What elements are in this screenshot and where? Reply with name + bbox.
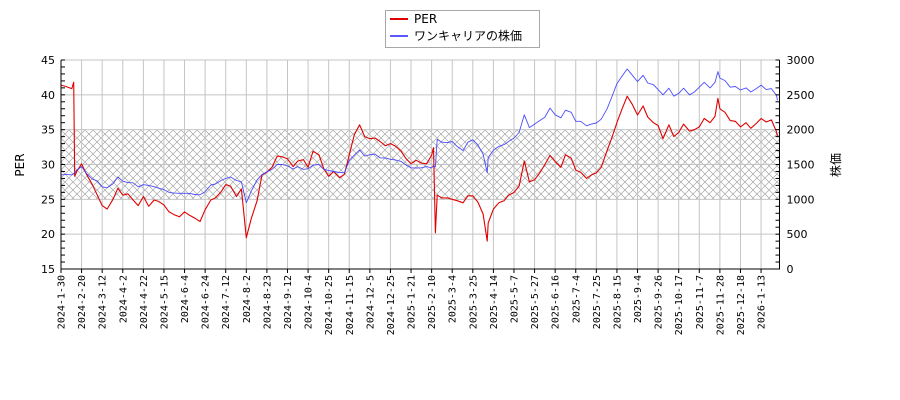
x-tick-label: 2025-8-15 bbox=[612, 275, 623, 329]
x-tick-label: 2025-6-16 bbox=[551, 275, 562, 329]
y-left-tick-label: 45 bbox=[41, 54, 55, 67]
legend-label-stock-price: ワンキャリアの株価 bbox=[414, 29, 523, 43]
legend-label-per: PER bbox=[414, 12, 438, 26]
legend-item-per: PER bbox=[386, 11, 539, 29]
x-tick-label: 2024-9-12 bbox=[283, 275, 294, 329]
x-tick-label: 2025-3-4 bbox=[448, 275, 459, 323]
stock-price-line bbox=[61, 68, 778, 204]
x-tick-label: 2025-7-25 bbox=[592, 275, 603, 329]
y-left-tick-label: 15 bbox=[41, 263, 55, 276]
x-tick-label: 2025-2-10 bbox=[427, 275, 438, 329]
y-left-tick-label: 25 bbox=[41, 193, 55, 206]
x-tick-label: 2025-9-4 bbox=[633, 275, 644, 323]
x-tick-label: 2024-5-15 bbox=[159, 275, 170, 329]
x-tick-label: 2024-10-4 bbox=[304, 275, 315, 329]
x-tick-label: 2025-12-18 bbox=[736, 275, 747, 335]
x-tick-label: 2025-11-7 bbox=[695, 275, 706, 329]
x-tick-label: 2024-4-2 bbox=[118, 275, 129, 323]
legend-item-stock-price: ワンキャリアの株価 bbox=[386, 28, 539, 46]
x-tick-label: 2024-12-5 bbox=[365, 275, 376, 329]
x-tick-label: 2025-10-17 bbox=[674, 275, 685, 335]
x-tick-label: 2024-8-2 bbox=[242, 275, 253, 323]
x-tick-label: 2025-9-26 bbox=[654, 275, 665, 329]
y-axis-right-title: 株価 bbox=[828, 153, 843, 177]
x-tick-label: 2024-12-25 bbox=[386, 275, 397, 335]
y-right-tick-label: 1500 bbox=[787, 159, 815, 172]
y-left-tick-label: 35 bbox=[41, 124, 55, 137]
y-left-tick-label: 40 bbox=[41, 89, 55, 102]
x-tick-label: 2025-5-27 bbox=[530, 275, 541, 329]
y-left-tick-label: 20 bbox=[41, 228, 55, 241]
axes: 15 20 25 30 35 40 45 0 500 1000 1500 2000 2500 3000 20… bbox=[41, 54, 815, 335]
x-tick-label: 2024-6-24 bbox=[201, 275, 212, 329]
y-right-tick-label: 1000 bbox=[787, 193, 815, 206]
y-axis-left-title: PER bbox=[13, 153, 27, 176]
y-left-tick-label: 30 bbox=[41, 159, 55, 172]
x-tick-label: 2024-2-20 bbox=[77, 275, 88, 329]
x-tick-label: 2024-4-22 bbox=[139, 275, 150, 329]
y-right-tick-label: 500 bbox=[787, 228, 808, 241]
x-tick-label: 2025-7-4 bbox=[571, 275, 582, 323]
x-tick-label: 2025-5-7 bbox=[509, 275, 520, 323]
y-right-tick-label: 0 bbox=[787, 263, 794, 276]
y-right-tick-label: 2000 bbox=[787, 124, 815, 137]
x-tick-label: 2024-1-30 bbox=[57, 275, 68, 329]
x-tick-label: 2024-10-25 bbox=[324, 275, 335, 335]
per-line bbox=[61, 81, 779, 242]
x-tick-label: 2026-1-13 bbox=[757, 275, 768, 329]
y-right-tick-label: 3000 bbox=[787, 54, 815, 67]
x-tick-label: 2024-6-4 bbox=[180, 275, 191, 323]
plot-lines bbox=[61, 68, 779, 242]
x-tick-label: 2024-11-15 bbox=[345, 275, 356, 335]
x-tick-label: 2024-3-12 bbox=[98, 275, 109, 329]
x-tick-label: 2024-7-12 bbox=[221, 275, 232, 329]
x-tick-label: 2025-1-21 bbox=[407, 275, 418, 329]
x-tick-label: 2025-3-25 bbox=[468, 275, 479, 329]
legend-swatch-per bbox=[390, 18, 408, 20]
grid-lines bbox=[60, 59, 780, 269]
y-right-tick-label: 2500 bbox=[787, 89, 815, 102]
x-tick-label: 2025-4-14 bbox=[489, 275, 500, 329]
legend-swatch-stock-price bbox=[390, 35, 408, 37]
chart-legend: PER ワンキャリアの株価 bbox=[385, 10, 540, 48]
x-tick-label: 2024-8-23 bbox=[262, 275, 273, 329]
x-tick-label: 2025-11-28 bbox=[715, 275, 726, 335]
